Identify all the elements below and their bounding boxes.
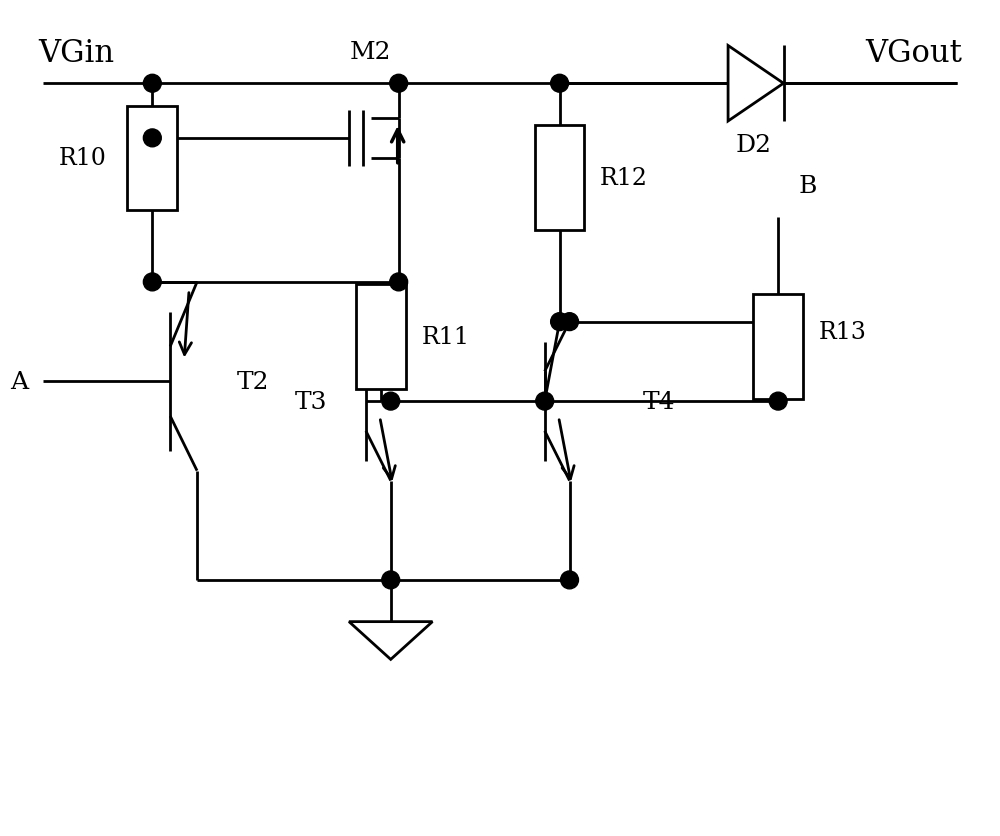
Bar xyxy=(127,106,177,211)
Text: M2: M2 xyxy=(350,41,392,64)
Circle shape xyxy=(551,75,569,93)
Circle shape xyxy=(551,314,569,331)
Text: R11: R11 xyxy=(421,326,469,349)
Text: R12: R12 xyxy=(600,167,648,190)
Circle shape xyxy=(382,393,400,410)
Bar xyxy=(753,295,803,399)
Text: T4: T4 xyxy=(643,390,675,413)
Text: D2: D2 xyxy=(735,134,771,157)
Text: T3: T3 xyxy=(295,390,328,413)
Circle shape xyxy=(390,273,408,292)
Text: A: A xyxy=(10,370,28,393)
Circle shape xyxy=(769,393,787,410)
Text: R10: R10 xyxy=(59,147,107,170)
Text: R13: R13 xyxy=(819,321,867,344)
Circle shape xyxy=(536,393,554,410)
Polygon shape xyxy=(728,47,784,122)
Bar xyxy=(535,126,584,231)
Circle shape xyxy=(143,75,161,93)
Text: VGout: VGout xyxy=(865,38,962,69)
Circle shape xyxy=(143,130,161,148)
Text: B: B xyxy=(799,176,817,198)
Text: T2: T2 xyxy=(237,370,269,393)
Circle shape xyxy=(143,273,161,292)
Circle shape xyxy=(382,571,400,589)
Text: VGin: VGin xyxy=(38,38,114,69)
Bar xyxy=(356,285,406,390)
Circle shape xyxy=(561,571,578,589)
Polygon shape xyxy=(349,622,432,660)
Circle shape xyxy=(390,75,408,93)
Circle shape xyxy=(561,314,578,331)
